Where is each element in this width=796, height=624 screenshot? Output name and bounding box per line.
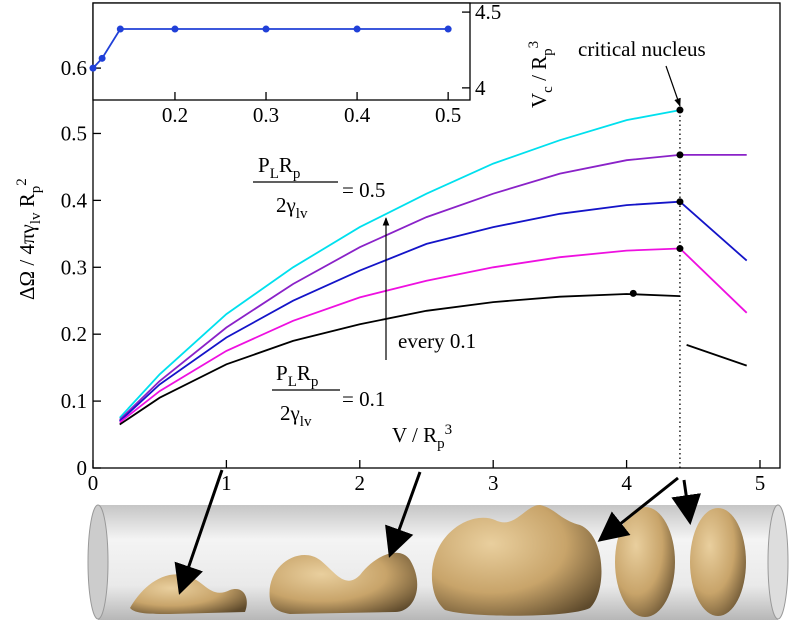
y-tick-label: 0 xyxy=(77,456,88,480)
series-point xyxy=(171,25,179,33)
annotation-part: P xyxy=(258,153,270,177)
annotation-part: = 0.1 xyxy=(342,387,385,411)
annotation: 2γlv xyxy=(276,193,308,222)
annotation: PLRp xyxy=(258,153,300,182)
series-point xyxy=(353,25,361,33)
marker-point xyxy=(676,245,684,253)
marker-point xyxy=(676,151,684,159)
y-tick-label: 0.6 xyxy=(61,56,87,80)
annotation-part: R xyxy=(297,361,311,385)
x-tick-label: 0.4 xyxy=(344,103,371,127)
x-tick-label: 3 xyxy=(488,471,499,495)
annotation: every 0.1 xyxy=(398,329,476,353)
x-tick-label: 4 xyxy=(621,471,632,495)
marker-point xyxy=(629,289,637,297)
y2-axis-label-part: c xyxy=(540,86,556,93)
annotation-part: R xyxy=(279,153,293,177)
x-axis-label-part: 3 xyxy=(445,422,453,438)
x-axis-label-part: V / R xyxy=(392,423,437,447)
annotation-part: L xyxy=(288,374,297,390)
y-axis-label: ΔΩ / 4πγlv Rp2 xyxy=(14,178,44,300)
annotation: = 0.5 xyxy=(342,178,385,202)
y-tick-label: 0.2 xyxy=(61,322,87,346)
series-line xyxy=(119,109,681,419)
annotation-part: P xyxy=(276,361,288,385)
annotation-part: L xyxy=(270,166,279,182)
y2-tick-label: 4 xyxy=(475,76,486,100)
plot-frame xyxy=(92,2,471,101)
y-tick-label: 0.5 xyxy=(61,121,87,145)
annotation: 2γlv xyxy=(280,401,312,430)
y2-axis-label: Vc / Rp3 xyxy=(526,41,556,108)
y2-axis-label-part: p xyxy=(540,48,556,56)
x-tick-label: 5 xyxy=(755,471,766,495)
annotation-arrow xyxy=(665,65,681,107)
annotation-part: = 0.5 xyxy=(342,178,385,202)
pipe-illustration xyxy=(87,469,789,620)
marker-point xyxy=(676,198,684,206)
x-tick-label: 0 xyxy=(88,471,99,495)
series-line xyxy=(119,154,747,421)
y-axis-label-part: R xyxy=(15,193,39,212)
inset-background xyxy=(93,3,470,100)
x-tick-label: 1 xyxy=(221,471,232,495)
series-point xyxy=(116,25,124,33)
annotation-part: p xyxy=(293,166,301,182)
x-tick-label: 2 xyxy=(355,471,366,495)
y-tick-label: 0.3 xyxy=(61,255,87,279)
y2-axis-label-part: 3 xyxy=(526,41,542,49)
annotation-part: lv xyxy=(300,414,312,430)
annotation-part: lv xyxy=(296,206,308,222)
series-point xyxy=(89,64,97,72)
x-tick-label: 0.5 xyxy=(435,103,461,127)
series-point xyxy=(98,54,106,62)
y-axis-label-part: p xyxy=(28,186,44,194)
series-point xyxy=(444,25,452,33)
marker-point xyxy=(676,106,684,114)
annotation-part: 2γ xyxy=(280,401,300,425)
y2-axis-label-part: / R xyxy=(527,56,551,86)
annotation: critical nucleus xyxy=(578,37,706,61)
y2-axis-label-part: V xyxy=(527,93,551,108)
series-line xyxy=(119,200,748,422)
x-axis-label-part: p xyxy=(437,436,445,452)
annotation-part: p xyxy=(311,374,319,390)
x-tick-label: 0.3 xyxy=(253,103,279,127)
x-tick-label: 0.2 xyxy=(162,103,188,127)
y-tick-label: 0.1 xyxy=(61,389,87,413)
annotation-part: 2γ xyxy=(276,193,296,217)
y-axis-label-part: 2 xyxy=(14,178,30,186)
y2-tick-label: 4.5 xyxy=(475,0,501,24)
y-axis-label-part: ΔΩ / 4πγ xyxy=(15,224,39,300)
annotation: = 0.1 xyxy=(342,387,385,411)
y-tick-label: 0.4 xyxy=(61,188,88,212)
y-axis-label-part: lv xyxy=(28,212,44,224)
series-line xyxy=(119,247,748,424)
series-line xyxy=(119,293,747,426)
annotation: PLRp xyxy=(276,361,318,390)
annotation-part: every 0.1 xyxy=(398,329,476,353)
annotation-part: critical nucleus xyxy=(578,37,706,61)
series-point xyxy=(262,25,270,33)
x-axis-label: V / Rp3 xyxy=(392,422,452,452)
